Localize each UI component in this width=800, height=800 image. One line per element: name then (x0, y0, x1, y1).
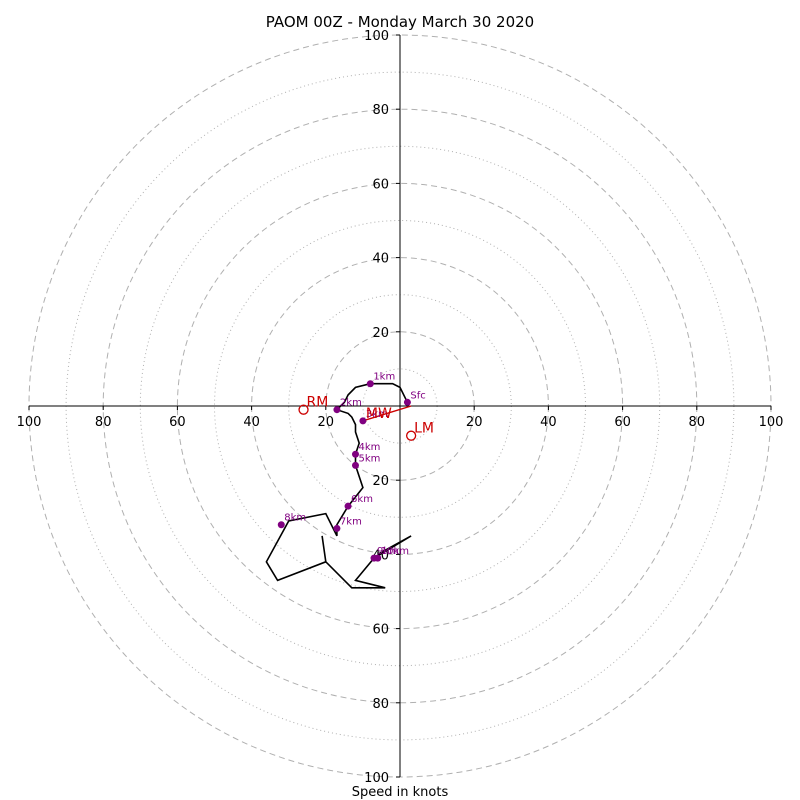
height-label-1km: 1km (373, 372, 395, 383)
height-label-10km: 10km (381, 546, 409, 557)
x-tick-label: 100 (17, 415, 42, 430)
y-tick-label: 80 (372, 697, 389, 712)
x-tick-label: 40 (243, 415, 260, 430)
x-tick-label: 40 (540, 415, 557, 430)
height-label-8km: 8km (284, 513, 306, 524)
x-tick-label: 100 (759, 415, 784, 430)
x-tick-label: 60 (169, 415, 186, 430)
height-label-5km: 5km (358, 453, 380, 464)
height-marker-8km (277, 521, 285, 529)
y-tick-label: 60 (372, 623, 389, 638)
height-marker-4km (351, 450, 359, 458)
height-label-3km: 3km (366, 409, 388, 420)
y-tick-label: 40 (372, 252, 389, 267)
storm-motion-label-LM: LM (414, 421, 434, 437)
x-tick-label: 20 (318, 415, 335, 430)
height-marker-5km (351, 461, 359, 469)
storm-motion-label-RM: RM (307, 395, 329, 411)
y-tick-label: 100 (364, 771, 389, 786)
height-label-2km: 2km (340, 398, 362, 409)
height-label-Sfc: Sfc (410, 390, 425, 401)
x-tick-label: 80 (689, 415, 706, 430)
x-tick-label: 20 (466, 415, 483, 430)
y-tick-label: 20 (372, 474, 389, 489)
storm-motion-label-MW: MW (366, 406, 392, 422)
height-label-4km: 4km (358, 442, 380, 453)
height-label-7km: 7km (340, 516, 362, 527)
x-tick-label: 80 (95, 415, 112, 430)
height-marker-10km (374, 554, 382, 562)
tick-labels: 100 80 60 40 20 20 40 60 80 100100806040202040608… (17, 29, 784, 786)
height-marker-Sfc (403, 398, 411, 406)
height-marker-1km (366, 380, 374, 388)
y-tick-label: 100 (364, 29, 389, 44)
storm-motion-marker-LM (405, 430, 417, 441)
hodograph-trace (265, 382, 412, 589)
height-marker-6km (344, 502, 352, 510)
y-tick-label: 60 (372, 177, 389, 192)
axes (29, 35, 771, 777)
mean-wind-vector (362, 405, 412, 422)
hodograph-trace-layer (265, 382, 412, 589)
y-tick-label: 80 (372, 103, 389, 118)
height-label-6km: 6km (351, 494, 373, 505)
x-tick-label: 60 (614, 415, 631, 430)
height-marker-2km (333, 406, 341, 414)
storm-motion-marker-RM (298, 404, 309, 415)
height-label-9km: 9km (377, 546, 399, 557)
y-tick-label: 20 (372, 326, 389, 341)
height-marker-3km (359, 417, 367, 425)
x-axis-label: Speed in knots (352, 785, 449, 800)
height-marker-7km (333, 524, 341, 532)
storm-motion-markers: RM LM MW (298, 395, 434, 441)
chart-title: PAOM 00Z - Monday March 30 2020 (266, 13, 534, 31)
